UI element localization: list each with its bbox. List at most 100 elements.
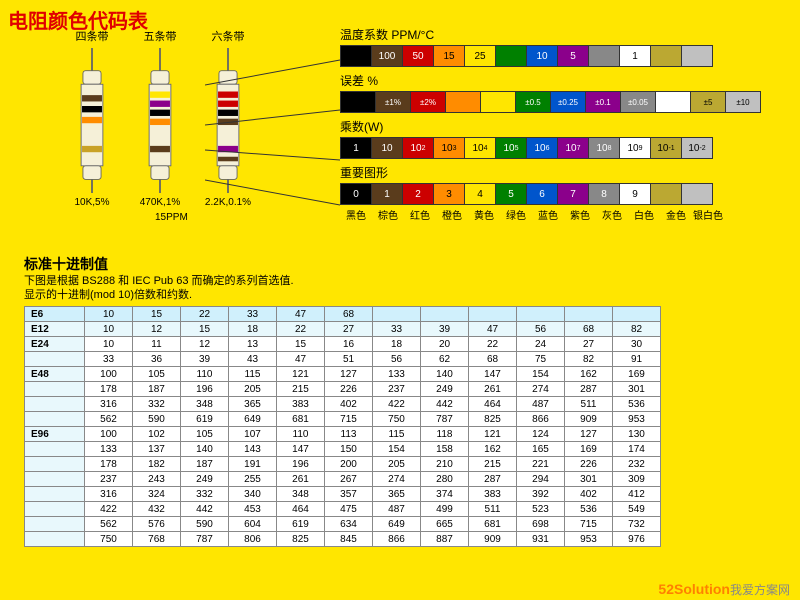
value-cell: 18	[373, 337, 421, 352]
value-cell: 110	[277, 427, 325, 442]
swatch: 2	[402, 183, 434, 205]
value-cell: 182	[133, 457, 181, 472]
value-cell: 665	[421, 517, 469, 532]
value-cell: 105	[133, 367, 181, 382]
series-header	[25, 502, 85, 517]
value-cell: 24	[517, 337, 565, 352]
resistor-2: 五条带 470K,1%	[138, 28, 182, 208]
value-cell: 806	[229, 532, 277, 547]
value-cell: 205	[229, 382, 277, 397]
value-cell: 280	[421, 472, 469, 487]
series-header	[25, 382, 85, 397]
value-cell: 976	[613, 532, 661, 547]
connector-lines	[205, 30, 355, 230]
value-cell: 365	[229, 397, 277, 412]
value-cell: 453	[229, 502, 277, 517]
value-cell: 590	[181, 517, 229, 532]
swatch: ±5	[690, 91, 726, 113]
table-row: 316332348365383402422442464487511536	[25, 397, 661, 412]
value-cell: 237	[373, 382, 421, 397]
series-header	[25, 352, 85, 367]
value-cell: 47	[277, 352, 325, 367]
value-cell: 133	[85, 442, 133, 457]
value-cell: 226	[325, 382, 373, 397]
swatch-row: 11010210310410510610710810910-110-2	[340, 137, 712, 159]
value-cell: 150	[325, 442, 373, 457]
value-cell: 402	[325, 397, 373, 412]
value-cell: 301	[613, 382, 661, 397]
value-cell: 15	[181, 322, 229, 337]
value-cell: 162	[565, 367, 613, 382]
section-tol: 误差 % ±1%±2%±0.5±0.25±0.1±0.05±5±10	[340, 72, 760, 113]
swatch: 103	[433, 137, 465, 159]
value-cell: 27	[325, 322, 373, 337]
value-cell: 604	[229, 517, 277, 532]
value-cell: 562	[85, 412, 133, 427]
table-row: 562576590604619634649665681698715732	[25, 517, 661, 532]
value-cell: 887	[421, 532, 469, 547]
value-cell: 105	[181, 427, 229, 442]
value-cell: 274	[373, 472, 421, 487]
value-cell: 681	[469, 517, 517, 532]
section-title: 重要图形	[340, 164, 724, 181]
series-header	[25, 532, 85, 547]
resistor-caption: 10K,5%	[74, 197, 109, 208]
value-cell: 12	[133, 322, 181, 337]
value-cell: 255	[229, 472, 277, 487]
value-cell: 287	[469, 472, 517, 487]
value-cell: 140	[421, 367, 469, 382]
value-cell: 10	[85, 337, 133, 352]
value-cell: 487	[517, 397, 565, 412]
value-cell: 137	[133, 442, 181, 457]
value-cell: 499	[421, 502, 469, 517]
resistor-caption: 470K,1%	[140, 197, 181, 208]
value-cell: 56	[517, 322, 565, 337]
value-cell: 11	[133, 337, 181, 352]
value-cell: 866	[517, 412, 565, 427]
value-cell: 549	[613, 502, 661, 517]
value-cell: 200	[325, 457, 373, 472]
value-cell: 287	[565, 382, 613, 397]
swatch: 25	[464, 45, 496, 67]
value-cell: 178	[85, 457, 133, 472]
value-cell: 10	[85, 322, 133, 337]
swatch: 10-1	[650, 137, 682, 159]
value-cell	[421, 307, 469, 322]
value-cell: 536	[565, 502, 613, 517]
series-header	[25, 472, 85, 487]
value-cell: 121	[469, 427, 517, 442]
value-cell	[373, 307, 421, 322]
series-header: E12	[25, 322, 85, 337]
watermark: 52Solution我爱方案网	[658, 581, 790, 598]
swatch: 104	[464, 137, 496, 159]
value-cell: 243	[133, 472, 181, 487]
section-title: 误差 %	[340, 72, 760, 89]
swatch: 9	[619, 183, 651, 205]
value-cell: 681	[277, 412, 325, 427]
value-cell: 205	[373, 457, 421, 472]
table-row: 333639434751566268758291	[25, 352, 661, 367]
swatch: 3	[433, 183, 465, 205]
series-header: E6	[25, 307, 85, 322]
swatch: 4	[464, 183, 496, 205]
value-cell: 154	[517, 367, 565, 382]
value-cell: 787	[181, 532, 229, 547]
resistor-label: 四条带	[76, 28, 109, 44]
value-cell: 127	[325, 367, 373, 382]
swatch: 105	[495, 137, 527, 159]
value-cell: 47	[277, 307, 325, 322]
value-cell: 619	[277, 517, 325, 532]
swatch-row: ±1%±2%±0.5±0.25±0.1±0.05±5±10	[340, 91, 760, 113]
table-row: 316324332340348357365374383392402412	[25, 487, 661, 502]
value-cell: 30	[613, 337, 661, 352]
swatch: 5	[495, 183, 527, 205]
value-cell: 174	[613, 442, 661, 457]
value-cell: 649	[373, 517, 421, 532]
value-cell: 953	[613, 412, 661, 427]
swatch: 1	[619, 45, 651, 67]
swatch: 50	[402, 45, 434, 67]
value-cell: 15	[133, 307, 181, 322]
value-cell: 18	[229, 322, 277, 337]
value-cell: 464	[469, 397, 517, 412]
value-cell: 12	[181, 337, 229, 352]
